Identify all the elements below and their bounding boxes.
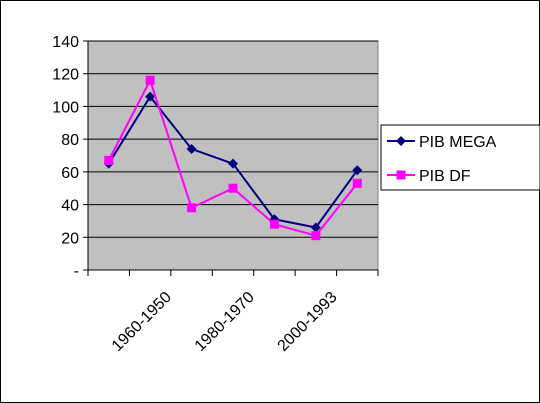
data-point-square — [228, 183, 238, 193]
legend: PIB MEGA PIB DF — [380, 124, 540, 191]
plot-area — [87, 40, 379, 271]
y-axis-tick-labels: - 20 40 60 80 100 120 140 — [52, 34, 79, 280]
data-point-square — [269, 219, 279, 229]
y-tick-label: 120 — [52, 67, 79, 84]
data-point-diamond — [145, 91, 156, 102]
y-tick-label: 140 — [52, 34, 79, 51]
data-point-square — [104, 155, 114, 165]
data-point-square — [311, 231, 321, 241]
data-point-diamond — [310, 222, 321, 233]
data-point-diamond — [228, 158, 238, 169]
legend-label: PIB DF — [419, 168, 471, 185]
y-tick-label: 60 — [61, 165, 79, 182]
legend-swatch-marker — [396, 136, 406, 146]
data-point-square — [187, 203, 197, 213]
series-lines — [103, 75, 363, 241]
data-point-square — [352, 178, 362, 188]
legend-box — [380, 124, 540, 191]
y-tick-label: - — [74, 263, 79, 280]
y-tick-label: 40 — [61, 198, 79, 215]
y-tick-label: 20 — [61, 230, 79, 247]
legend-swatch-marker — [396, 170, 406, 180]
legend-label: PIB MEGA — [419, 134, 497, 151]
axes — [83, 40, 379, 276]
y-tick-label: 100 — [52, 99, 79, 116]
data-point-diamond — [186, 143, 197, 154]
data-point-square — [145, 75, 155, 85]
data-point-diamond — [352, 165, 363, 176]
y-tick-label: 80 — [61, 132, 79, 149]
